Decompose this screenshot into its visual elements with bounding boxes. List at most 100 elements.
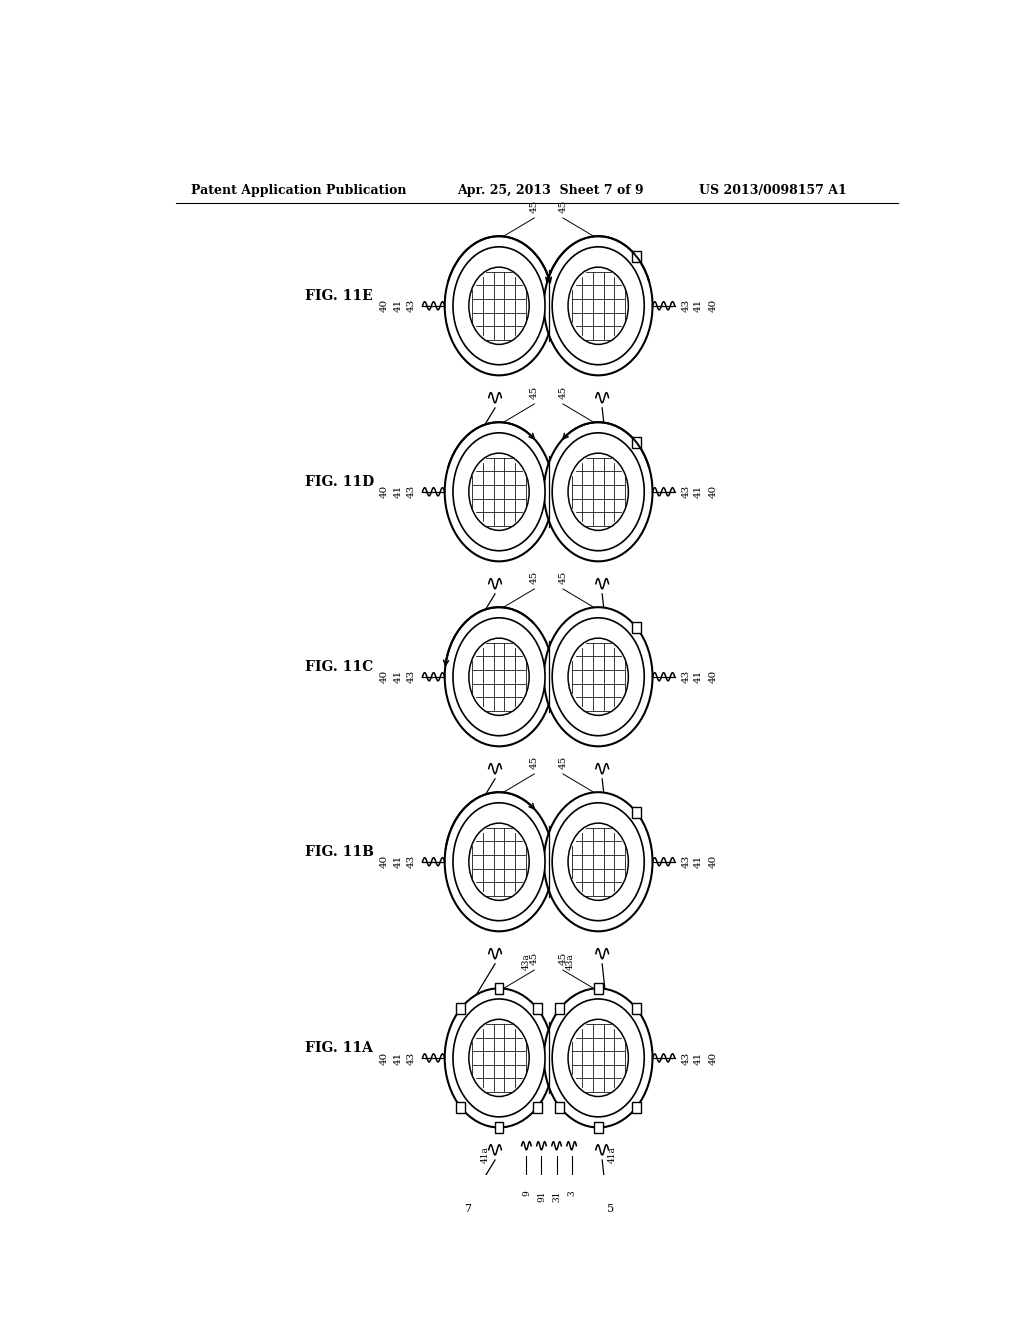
Ellipse shape (453, 618, 545, 735)
Ellipse shape (453, 999, 545, 1117)
Text: 45: 45 (558, 755, 567, 768)
Text: 40: 40 (380, 671, 389, 684)
Bar (555, 1101, 564, 1113)
Text: 43: 43 (681, 671, 690, 684)
Text: 43: 43 (407, 1051, 416, 1064)
Ellipse shape (568, 824, 629, 900)
Ellipse shape (568, 267, 629, 345)
Ellipse shape (552, 433, 644, 550)
Text: Apr. 25, 2013  Sheet 7 of 9: Apr. 25, 2013 Sheet 7 of 9 (458, 183, 644, 197)
Ellipse shape (444, 989, 553, 1127)
Bar (632, 1003, 641, 1014)
Text: 41: 41 (694, 1051, 703, 1064)
Ellipse shape (544, 792, 652, 932)
Text: 41: 41 (694, 300, 703, 313)
Text: 45: 45 (529, 385, 539, 399)
Text: 43: 43 (407, 855, 416, 869)
Text: US 2013/0098157 A1: US 2013/0098157 A1 (699, 183, 847, 197)
Text: 45: 45 (558, 570, 567, 583)
Ellipse shape (444, 236, 553, 375)
Bar (632, 1101, 641, 1113)
Ellipse shape (544, 989, 652, 1127)
Text: 45: 45 (558, 385, 567, 399)
Text: FIG. 11A: FIG. 11A (305, 1040, 373, 1055)
Bar (632, 807, 641, 818)
Text: 5: 5 (606, 1204, 613, 1213)
Text: 41: 41 (394, 486, 403, 499)
Text: 7: 7 (465, 451, 472, 462)
Bar (457, 1003, 465, 1014)
Ellipse shape (552, 803, 644, 921)
Ellipse shape (568, 638, 629, 715)
Ellipse shape (552, 618, 644, 735)
Text: 5: 5 (606, 638, 613, 648)
Text: 43: 43 (407, 671, 416, 684)
Ellipse shape (568, 453, 629, 531)
Text: 5: 5 (606, 822, 613, 833)
Bar (632, 622, 641, 634)
Text: 43: 43 (681, 1051, 690, 1064)
Text: 41: 41 (394, 1051, 403, 1064)
Ellipse shape (453, 433, 545, 550)
Bar (457, 1101, 465, 1113)
Text: 40: 40 (709, 300, 718, 313)
Ellipse shape (469, 267, 529, 345)
Bar (534, 1003, 542, 1014)
Text: 41: 41 (694, 855, 703, 869)
Text: 41: 41 (394, 300, 403, 313)
Text: FIG. 11D: FIG. 11D (304, 475, 374, 488)
Text: FIG. 11E: FIG. 11E (305, 289, 373, 302)
Text: 40: 40 (380, 1051, 389, 1064)
Text: 45: 45 (558, 952, 567, 965)
Bar (594, 983, 602, 994)
Text: Patent Application Publication: Patent Application Publication (191, 183, 407, 197)
Bar (534, 1101, 542, 1113)
Text: 31: 31 (552, 1191, 561, 1203)
Text: 40: 40 (709, 671, 718, 684)
Ellipse shape (469, 638, 529, 715)
Text: 43: 43 (407, 300, 416, 313)
Text: 7: 7 (465, 822, 472, 833)
Text: 91: 91 (537, 1191, 546, 1203)
Bar (495, 983, 504, 994)
Text: 43: 43 (407, 486, 416, 499)
Text: 43a: 43a (566, 953, 575, 970)
Text: 40: 40 (380, 486, 389, 499)
Bar (632, 437, 641, 449)
Text: 40: 40 (380, 300, 389, 313)
Ellipse shape (444, 792, 553, 932)
Ellipse shape (469, 453, 529, 531)
Text: 9: 9 (522, 1191, 530, 1196)
Text: 7: 7 (465, 1204, 472, 1213)
Text: 41: 41 (694, 486, 703, 499)
Ellipse shape (444, 422, 553, 561)
Text: 5: 5 (606, 1007, 613, 1018)
Ellipse shape (469, 824, 529, 900)
Text: 3: 3 (567, 1191, 577, 1196)
Text: 40: 40 (709, 1051, 718, 1064)
Text: 45: 45 (558, 199, 567, 213)
Text: 41: 41 (694, 671, 703, 684)
Bar (495, 1122, 504, 1133)
Text: 45: 45 (529, 952, 539, 965)
Ellipse shape (552, 999, 644, 1117)
Ellipse shape (544, 607, 652, 746)
Ellipse shape (552, 247, 644, 364)
Ellipse shape (453, 803, 545, 921)
Ellipse shape (444, 607, 553, 746)
Text: 43a: 43a (522, 953, 531, 970)
Text: 41a: 41a (480, 1146, 489, 1163)
Bar (632, 251, 641, 263)
Text: 41: 41 (394, 855, 403, 869)
Bar (594, 1122, 602, 1133)
Text: 45: 45 (529, 570, 539, 583)
Text: 5: 5 (606, 451, 613, 462)
Text: 45: 45 (529, 755, 539, 768)
Text: 40: 40 (709, 855, 718, 869)
Ellipse shape (568, 1019, 629, 1097)
Ellipse shape (453, 247, 545, 364)
Text: 43: 43 (681, 486, 690, 499)
Ellipse shape (544, 236, 652, 375)
Text: 45: 45 (529, 199, 539, 213)
Text: FIG. 11B: FIG. 11B (305, 845, 374, 858)
